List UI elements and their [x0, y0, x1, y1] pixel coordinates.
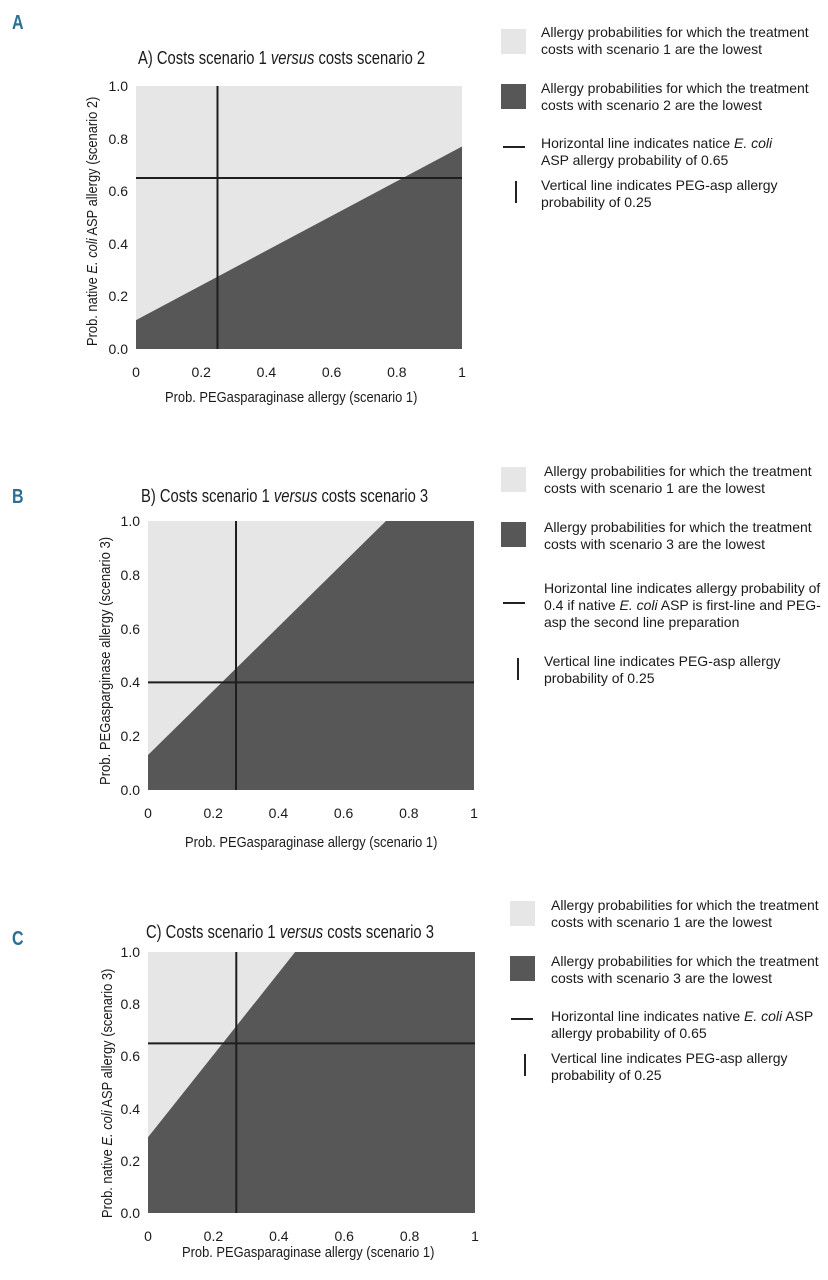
panel-letter: C	[12, 928, 24, 950]
legend-horizontal-line-icon	[503, 602, 525, 604]
x-tick-label: 0.6	[321, 364, 342, 380]
x-tick-label: 0.4	[256, 364, 277, 380]
legend-text-scenario1: Allergy probabilities for which the trea…	[544, 463, 812, 496]
y-tick-label: 1.0	[120, 513, 140, 529]
x-tick-label: 0	[132, 364, 140, 380]
x-tick-label: 1	[458, 364, 466, 380]
legend-vertical-line-icon	[524, 1054, 526, 1076]
chart-title: B) Costs scenario 1 versus costs scenari…	[141, 486, 429, 506]
legend-text-hline: Horizontal line indicates allergy probab…	[544, 580, 821, 630]
x-tick-label: 1	[470, 805, 478, 821]
x-axis-label: Prob. PEGasparaginase allergy (scenario …	[182, 1244, 435, 1261]
x-axis-label: Prob. PEGasparaginase allergy (scenario …	[165, 389, 418, 406]
legend-text-scenario1: Allergy probabilities for which the trea…	[551, 897, 819, 930]
plot-area	[136, 86, 462, 349]
x-tick-label: 0.8	[399, 1228, 420, 1244]
panel-letter: A	[12, 12, 24, 34]
y-tick-label: 0.6	[120, 1048, 140, 1065]
legend-text-hline: Horizontal line indicates natice E. coli…	[541, 135, 773, 168]
legend-text-scenario1: Allergy probabilities for which the trea…	[541, 24, 809, 57]
legend-swatch-light	[501, 467, 526, 492]
figure-panel-c: C C) Costs scenario 1 versus costs scena…	[0, 880, 828, 1280]
plot-area	[148, 521, 474, 790]
x-tick-label: 0.8	[387, 364, 407, 380]
legend-text-scenario3: Allergy probabilities for which the trea…	[544, 519, 812, 552]
x-tick-label: 0.2	[203, 1228, 224, 1244]
y-axis-label: Prob. PEGasparginase allergy (scenario 3…	[97, 536, 114, 785]
chart-title: A) Costs scenario 1 versus costs scenari…	[138, 48, 426, 68]
x-tick-label: 0	[144, 1228, 152, 1244]
x-tick-label: 0.6	[333, 805, 354, 821]
y-tick-label: 0.6	[108, 183, 128, 200]
legend-text-vline: Vertical line indicates PEG-asp allergy …	[551, 1050, 788, 1083]
y-tick-label: 0.4	[120, 1100, 140, 1117]
y-tick-label: 0.6	[120, 620, 140, 637]
legend-horizontal-line-icon	[503, 146, 525, 148]
y-axis-label: Prob. native E. coli ASP allergy (scenar…	[84, 96, 101, 346]
x-axis-label: Prob. PEGasparaginase allergy (scenario …	[185, 834, 438, 851]
x-tick-label: 0.2	[203, 805, 223, 821]
y-tick-label: 0.4	[120, 674, 140, 691]
region-other-scenario-lowest	[148, 952, 475, 1213]
x-tick-label: 0.6	[334, 1228, 354, 1244]
y-tick-label: 0.0	[108, 341, 128, 357]
figure-panel-a: A A) Costs scenario 1 versus costs scena…	[0, 0, 828, 406]
y-tick-label: 1.0	[108, 78, 128, 94]
legend-text-scenario3: Allergy probabilities for which the trea…	[551, 953, 819, 986]
legend-text-vline: Vertical line indicates PEG-asp allergy …	[544, 653, 781, 686]
x-tick-label: 0.8	[399, 805, 419, 821]
legend-horizontal-line-icon	[511, 1018, 533, 1020]
y-tick-label: 0.2	[120, 1152, 140, 1169]
y-tick-label: 0.8	[120, 566, 140, 583]
legend-swatch-light	[501, 29, 526, 54]
panel-letter: B	[12, 486, 24, 508]
y-tick-label: 0.8	[108, 130, 128, 147]
legend-vertical-line-icon	[515, 181, 517, 203]
legend-swatch-dark	[510, 956, 535, 981]
legend-swatch-dark	[501, 84, 526, 109]
y-tick-label: 0.4	[108, 235, 128, 252]
legend-text-scenario2: Allergy probabilities for which the trea…	[541, 80, 809, 113]
y-tick-label: 0.0	[120, 1205, 140, 1221]
legend-vertical-line-icon	[517, 658, 519, 680]
plot-area	[148, 952, 475, 1213]
x-tick-label: 1	[471, 1228, 479, 1244]
x-tick-label: 0.2	[191, 364, 211, 380]
chart-title: C) Costs scenario 1 versus costs scenari…	[146, 922, 434, 942]
x-tick-label: 0.4	[268, 805, 289, 821]
legend-swatch-dark	[501, 522, 526, 547]
y-tick-label: 0.2	[108, 288, 128, 305]
x-tick-label: 0.4	[269, 1228, 289, 1244]
y-tick-label: 0.8	[120, 996, 140, 1013]
y-tick-label: 0.2	[120, 728, 140, 745]
region-other-scenario-lowest	[148, 521, 474, 790]
y-axis-label: Prob. native E. coli ASP allergy (scenar…	[99, 968, 116, 1218]
figure-panel-b: B B) Costs scenario 1 versus costs scena…	[0, 440, 828, 851]
legend-text-vline: Vertical line indicates PEG-asp allergy …	[541, 177, 778, 210]
legend-text-hline: Horizontal line indicates native E. coli…	[551, 1008, 814, 1041]
y-tick-label: 1.0	[120, 944, 140, 960]
y-tick-label: 0.0	[120, 782, 140, 798]
legend-swatch-light	[510, 901, 535, 926]
x-tick-label: 0	[144, 805, 152, 821]
